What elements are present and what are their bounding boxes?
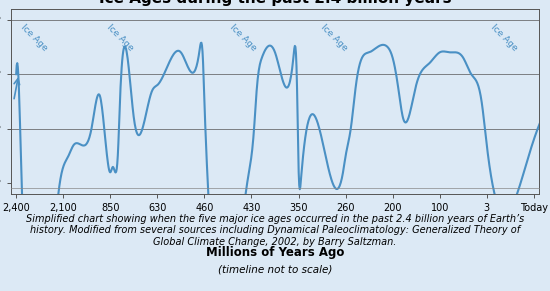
X-axis label: Millions of Years Ago
(timeline not to scale): Millions of Years Ago (timeline not to s… [0, 290, 1, 291]
Text: Simplified chart showing when the five major ice ages occurred in the past 2.4 b: Simplified chart showing when the five m… [26, 214, 524, 247]
Title: Ice Ages during the past 2.4 billion years: Ice Ages during the past 2.4 billion yea… [98, 0, 452, 6]
Text: Ice Age: Ice Age [320, 22, 350, 52]
Text: Ice Age: Ice Age [228, 22, 258, 52]
Text: (timeline not to scale): (timeline not to scale) [218, 265, 332, 275]
Text: Ice Age: Ice Age [105, 22, 135, 52]
Text: Ice Age: Ice Age [490, 22, 520, 52]
Text: Millions of Years Ago: Millions of Years Ago [206, 246, 344, 259]
Text: Ice Age: Ice Age [19, 22, 49, 52]
